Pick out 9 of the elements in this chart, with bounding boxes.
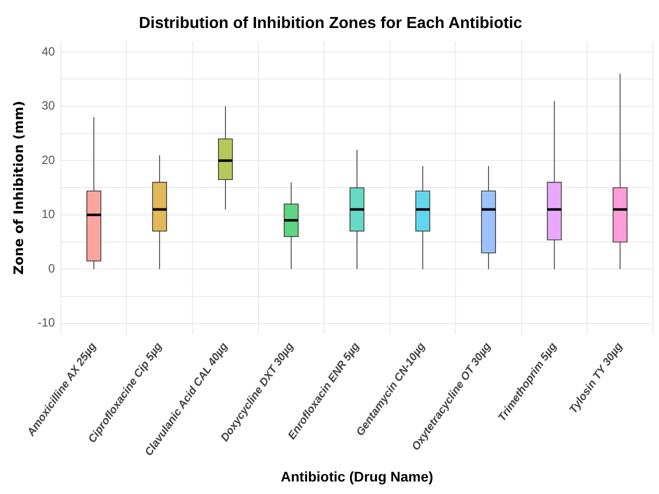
chart-title: Distribution of Inhibition Zones for Each Antibiotic — [138, 15, 522, 32]
y-tick-label: 30 — [42, 98, 56, 113]
y-axis-title: Zone of Inhibition (mm) — [12, 100, 28, 275]
y-tick-label: -10 — [38, 316, 56, 330]
y-tick-label: 10 — [42, 207, 56, 222]
x-axis-title: Antibiotic (Drug Name) — [280, 468, 434, 484]
y-tick-label: 40 — [42, 44, 56, 58]
y-tick-label: 20 — [42, 152, 56, 167]
y-tick-label: 0 — [48, 261, 56, 276]
